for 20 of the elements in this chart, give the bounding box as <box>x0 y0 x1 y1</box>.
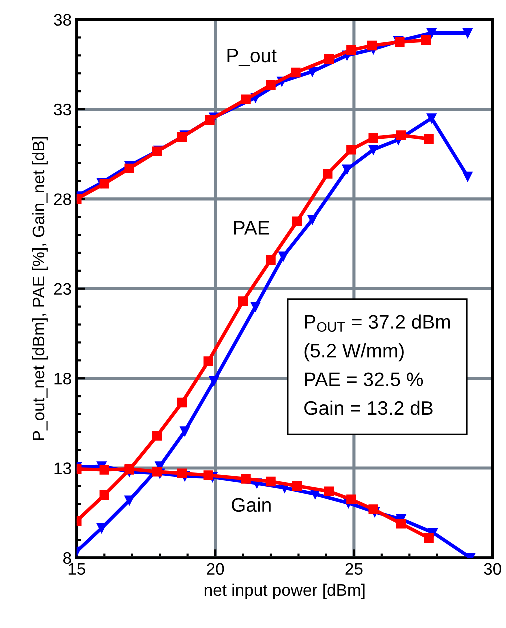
annotation: PAE <box>234 221 270 235</box>
y-tick-label: 8 <box>64 552 72 564</box>
annotation: Gain = 13.2 dB <box>304 400 433 416</box>
x-tick-label: 30 <box>484 563 502 576</box>
annotation: P_out <box>228 49 277 66</box>
y-tick-label: 18 <box>54 372 72 385</box>
annotation: PAE = 32.5 % <box>305 372 424 386</box>
annotation: (5.2 W/mm) <box>304 344 404 362</box>
y-tick-label: 23 <box>54 283 72 296</box>
x-axis-title: net input power [dBm] <box>204 584 365 600</box>
y-axis-title: P_out_net [dBm], PAE [%], Gain_net [dB] <box>32 137 48 440</box>
y-tick-label: 13 <box>54 462 72 474</box>
x-tick-label: 15 <box>68 563 86 576</box>
y-tick-label: 28 <box>54 194 72 206</box>
x-tick-label: 25 <box>346 563 363 576</box>
y-tick-label: 38 <box>54 14 72 26</box>
x-tick-label: 20 <box>207 563 224 576</box>
annotation: Gain <box>232 498 271 512</box>
y-tick-label: 33 <box>54 104 72 116</box>
annotation: P$_{OUT}$ = 37.2 dBm <box>305 314 450 332</box>
